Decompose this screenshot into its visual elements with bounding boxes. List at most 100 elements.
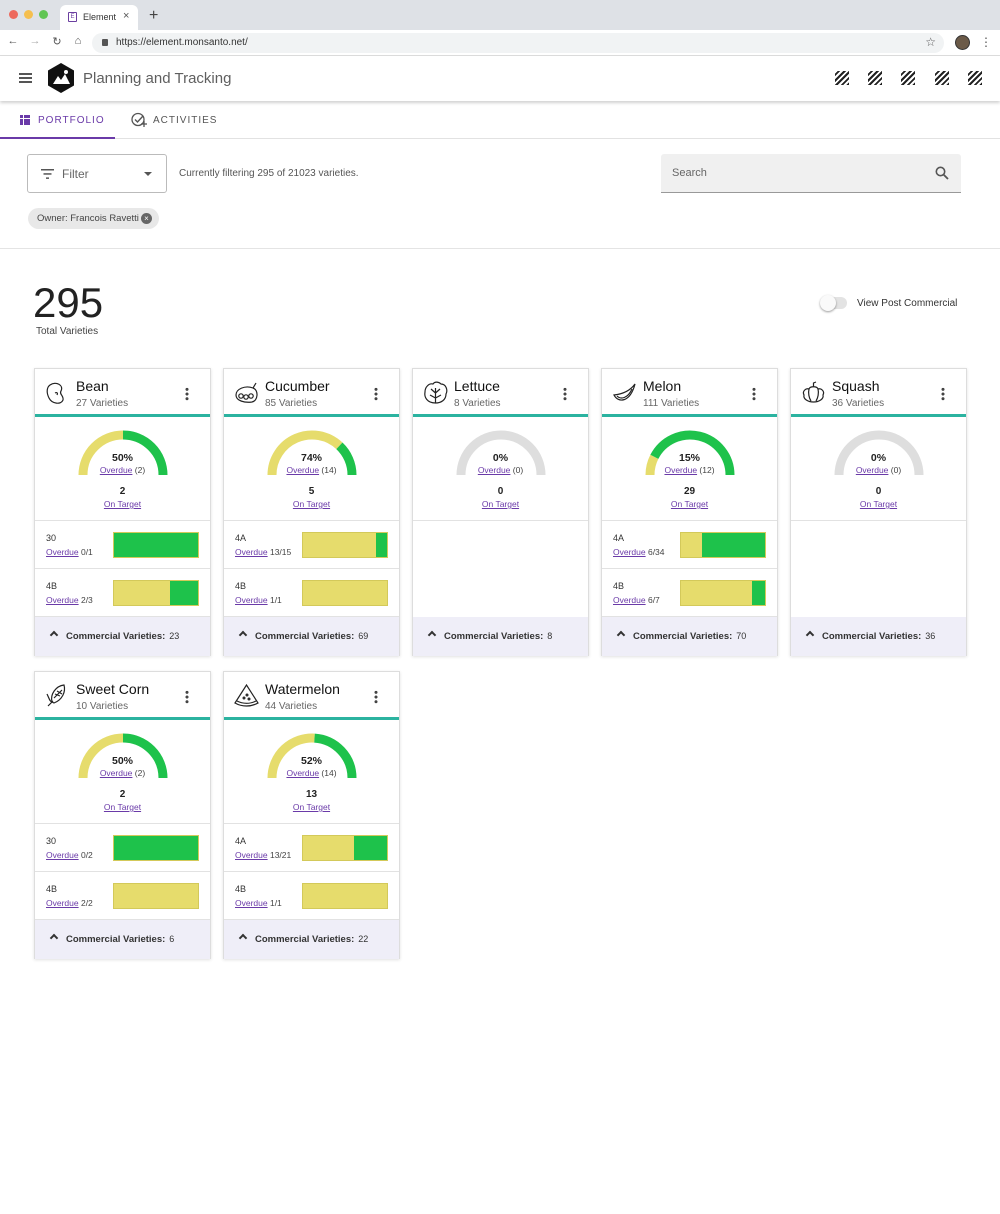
watermelon-icon (234, 683, 259, 707)
tab-portfolio[interactable]: PORTFOLIO (0, 101, 115, 139)
stage-overdue-link[interactable]: Overdue (46, 898, 79, 908)
overdue-link[interactable]: Overdue (855, 465, 889, 475)
gauge-on-target-arc (78, 733, 124, 779)
new-tab-icon[interactable]: + (149, 7, 159, 24)
commercial-varieties-footer[interactable]: Commercial Varieties: 70 (602, 617, 777, 656)
cucumber-icon (235, 382, 258, 403)
kebab-menu-icon[interactable] (563, 387, 567, 401)
bookmark-star-icon[interactable]: ☆ (925, 35, 936, 49)
address-bar[interactable]: https://element.monsanto.net/ ☆ (92, 33, 944, 53)
commercial-count: 8 (547, 631, 553, 641)
stage-bar-overdue-fill (354, 836, 387, 860)
card-header: Cucumber 85 Varieties (224, 369, 399, 417)
on-target-link[interactable]: On Target (103, 802, 142, 812)
overdue-link[interactable]: Overdue (286, 465, 320, 475)
overdue-link[interactable]: Overdue (99, 465, 133, 475)
window-zoom-dot[interactable] (39, 10, 48, 19)
stage-row: 4B Overdue 2/2 (35, 872, 210, 920)
stage-overdue-link[interactable]: Overdue (46, 850, 79, 860)
chip-remove-icon[interactable]: × (141, 213, 152, 224)
home-icon[interactable]: ⌂ (74, 35, 82, 47)
kebab-menu-icon[interactable] (185, 387, 189, 401)
on-target-link[interactable]: On Target (481, 499, 520, 509)
header-action-1-icon[interactable] (835, 71, 849, 85)
on-target-link[interactable]: On Target (670, 499, 709, 509)
total-varieties-label: Total Varieties (36, 326, 99, 337)
search-icon[interactable] (935, 166, 949, 180)
post-commercial-toggle[interactable] (820, 295, 847, 311)
progress-gauge (834, 430, 924, 476)
gauge-overdue-arc (314, 733, 357, 779)
kebab-menu-icon[interactable] (752, 387, 756, 401)
commercial-varieties-footer[interactable]: Commercial Varieties: 22 (224, 920, 399, 959)
stage-overdue-link[interactable]: Overdue (235, 850, 268, 860)
forward-icon[interactable]: → (29, 35, 41, 47)
stage-row: 4B Overdue 1/1 (224, 569, 399, 617)
commercial-varieties-footer[interactable]: Commercial Varieties: 8 (413, 617, 588, 656)
browser-tab[interactable]: E Element × (60, 5, 138, 30)
chevron-up-icon[interactable] (238, 630, 248, 640)
kebab-menu-icon[interactable] (374, 387, 378, 401)
stage-overdue-link[interactable]: Overdue (46, 595, 79, 605)
stage-overdue-link[interactable]: Overdue (613, 547, 646, 557)
commercial-label: Commercial Varieties: 6 (66, 934, 174, 945)
stage-overdue-link[interactable]: Overdue (235, 595, 268, 605)
on-target-link[interactable]: On Target (859, 499, 898, 509)
gauge-section: 15% Overdue (12) 29 On Target (602, 417, 777, 521)
stage-overdue-count: 2/2 (78, 898, 93, 908)
on-target-link[interactable]: On Target (292, 802, 331, 812)
stage-name: 4B (46, 581, 58, 591)
stage-overdue-link[interactable]: Overdue (235, 547, 268, 557)
hamburger-menu-icon[interactable] (19, 73, 32, 83)
grid-icon (20, 115, 30, 125)
profile-avatar[interactable] (955, 35, 970, 50)
tab-close-icon[interactable]: × (123, 10, 130, 22)
window-minimize-dot[interactable] (24, 10, 33, 19)
browser-menu-icon[interactable]: ⋮ (980, 35, 992, 49)
header-action-4-icon[interactable] (935, 71, 949, 85)
overdue-link[interactable]: Overdue (477, 465, 511, 475)
kebab-menu-icon[interactable] (185, 690, 189, 704)
commercial-varieties-footer[interactable]: Commercial Varieties: 69 (224, 617, 399, 656)
gauge-percent: 0% (492, 452, 509, 464)
chevron-up-icon[interactable] (616, 630, 626, 640)
commercial-varieties-footer[interactable]: Commercial Varieties: 36 (791, 617, 966, 656)
back-icon[interactable]: ← (7, 35, 19, 47)
gauge-section: 50% Overdue (2) 2 On Target (35, 417, 210, 521)
header-action-2-icon[interactable] (868, 71, 882, 85)
kebab-menu-icon[interactable] (374, 690, 378, 704)
chevron-up-icon[interactable] (238, 933, 248, 943)
chevron-up-icon[interactable] (49, 630, 59, 640)
gauge-overdue: Overdue (2) (35, 768, 210, 778)
stage-bar-overdue-fill (114, 836, 198, 860)
header-action-5-icon[interactable] (968, 71, 982, 85)
stage-overdue-link[interactable]: Overdue (46, 547, 79, 557)
header-action-3-icon[interactable] (901, 71, 915, 85)
reload-icon[interactable]: ↻ (52, 36, 62, 48)
overdue-link[interactable]: Overdue (99, 768, 133, 778)
commercial-varieties-footer[interactable]: Commercial Varieties: 6 (35, 920, 210, 959)
chevron-up-icon[interactable] (49, 933, 59, 943)
app-title: Planning and Tracking (83, 70, 232, 87)
kebab-menu-icon[interactable] (941, 387, 945, 401)
window-close-dot[interactable] (9, 10, 18, 19)
search-input[interactable]: Search (661, 154, 961, 193)
overdue-count: (0) (888, 465, 902, 475)
overdue-link[interactable]: Overdue (664, 465, 698, 475)
gauge-section: 74% Overdue (14) 5 On Target (224, 417, 399, 521)
overdue-link[interactable]: Overdue (286, 768, 320, 778)
filter-dropdown[interactable]: Filter (27, 154, 167, 193)
on-target-link[interactable]: On Target (292, 499, 331, 509)
owner-filter-chip[interactable]: Owner: Francois Ravetti × (28, 208, 159, 229)
tab-activities[interactable]: ACTIVITIES (115, 101, 225, 139)
crop-name: Watermelon (265, 681, 340, 697)
stage-progress-bar (113, 580, 199, 606)
stage-overdue-count: 0/2 (78, 850, 93, 860)
stage-overdue-link[interactable]: Overdue (235, 898, 268, 908)
chevron-up-icon[interactable] (805, 630, 815, 640)
on-target-link[interactable]: On Target (103, 499, 142, 509)
stage-overdue-link[interactable]: Overdue (613, 595, 646, 605)
commercial-varieties-footer[interactable]: Commercial Varieties: 23 (35, 617, 210, 656)
chevron-up-icon[interactable] (427, 630, 437, 640)
stage-overdue: Overdue 13/21 (235, 850, 291, 860)
